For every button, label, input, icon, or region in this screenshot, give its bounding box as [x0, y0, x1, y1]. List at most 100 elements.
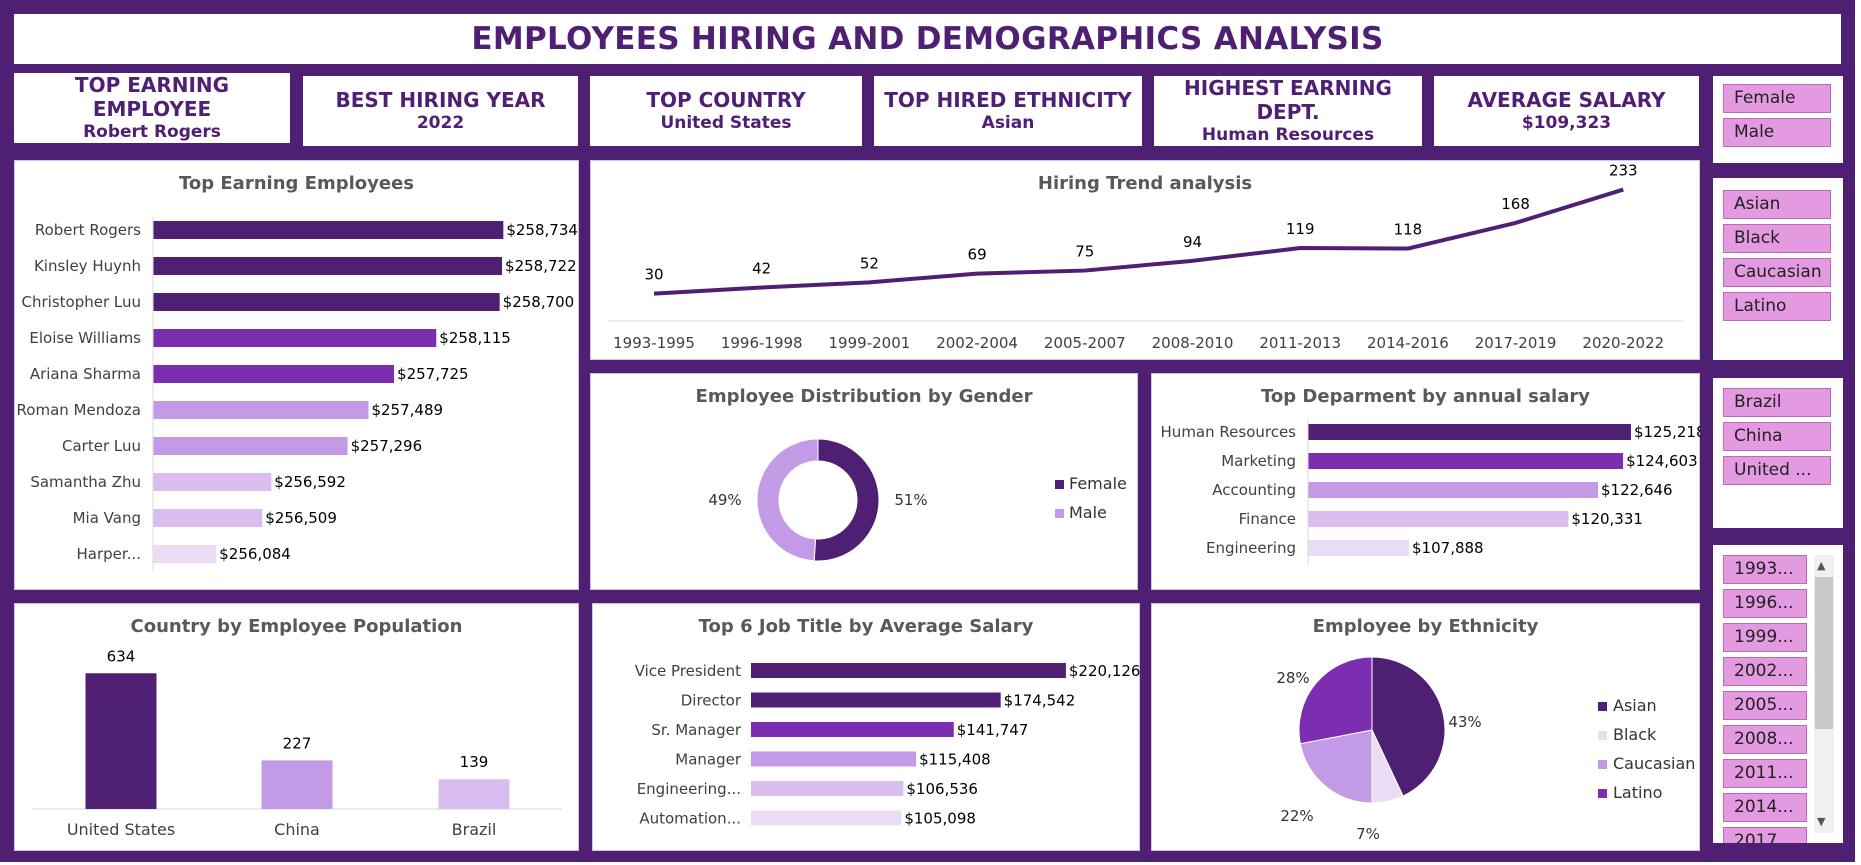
tick-label: 2011-2013 — [1259, 334, 1341, 352]
legend-swatch — [1598, 760, 1607, 769]
data-label: $258,734 — [506, 221, 578, 239]
chart-title: Top 6 Job Title by Average Salary — [698, 616, 1034, 637]
category-label: Engineering — [1206, 539, 1296, 557]
kpi-top-hired-ethnicity: TOP HIRED ETHNICITY Asian — [874, 76, 1142, 146]
slicer-item-year[interactable]: 2005... — [1723, 691, 1807, 720]
slicer-item-brazil[interactable]: Brazil — [1723, 388, 1831, 417]
slicer-item-female[interactable]: Female — [1723, 84, 1831, 113]
slicer-item-latino[interactable]: Latino — [1723, 292, 1831, 321]
slicer-item-black[interactable]: Black — [1723, 224, 1831, 253]
kpi-label: HIGHEST EARNING DEPT. — [1184, 76, 1392, 124]
data-label: 139 — [460, 753, 489, 771]
slicer-item-year[interactable]: 2002... — [1723, 657, 1807, 686]
slicer-item-male[interactable]: Male — [1723, 118, 1831, 147]
slicer-scrollbar[interactable]: ▲ ▼ — [1814, 555, 1834, 833]
tick-label: 1996-1998 — [721, 334, 803, 352]
category-label: Eloise Williams — [29, 329, 141, 347]
data-label: $257,489 — [371, 401, 443, 419]
slicer-item-year[interactable]: 2017... — [1723, 827, 1807, 843]
scroll-down-icon[interactable]: ▼ — [1817, 815, 1826, 828]
data-label: $258,115 — [439, 329, 511, 347]
kpi-label: TOP HIRED ETHNICITY — [884, 88, 1132, 112]
data-label: 227 — [283, 734, 312, 752]
data-label: 233 — [1609, 162, 1638, 180]
kpi-label: BEST HIRING YEAR — [335, 88, 546, 112]
slicer-item-caucasian[interactable]: Caucasian — [1723, 258, 1831, 287]
kpi-label: AVERAGE SALARY — [1467, 88, 1666, 112]
data-label: 7% — [1356, 825, 1380, 843]
bar — [438, 779, 510, 809]
dept-salary-chart: Human Resources $125,218 Marketing $124,603… — [1161, 420, 1701, 565]
slicer-item-asian[interactable]: Asian — [1723, 190, 1831, 219]
data-label: $257,725 — [397, 365, 469, 383]
kpi-value: Human Resources — [1201, 125, 1375, 145]
category-label: Sr. Manager — [651, 721, 741, 739]
kpi-highest-earning-dept: HIGHEST EARNING DEPT. Human Resources — [1154, 76, 1422, 146]
slicer-item-year[interactable]: 2014... — [1723, 793, 1807, 822]
tick-label: 2008-2010 — [1152, 334, 1234, 352]
slicer-item-year[interactable]: 1996... — [1723, 589, 1807, 618]
category-label: Ariana Sharma — [30, 365, 141, 383]
slicer-item-united-states[interactable]: United ... — [1723, 456, 1831, 485]
data-label: $257,296 — [351, 437, 423, 455]
slicer-hire-years: 1993... 1996... 1999... 2002... 2005... … — [1713, 545, 1843, 843]
bar — [1308, 540, 1410, 556]
slicer-item-year[interactable]: 2011... — [1723, 759, 1807, 788]
donut-slice — [813, 438, 880, 562]
scrollbar-thumb[interactable] — [1815, 577, 1833, 729]
kpi-value: 2022 — [416, 113, 465, 133]
slicer-item-year[interactable]: 2008... — [1723, 725, 1807, 754]
legend-swatch — [1598, 789, 1607, 798]
data-label: $125,218 — [1634, 423, 1701, 441]
hiring-trend-chart: 30 1993-1995 42 1996-1998 52 1999-2001 69 2002-… — [608, 162, 1683, 352]
dashboard-title-bar: EMPLOYEES HIRING AND DEMOGRAPHICS ANALYS… — [14, 14, 1841, 64]
chart-title: Country by Employee Population — [130, 616, 463, 637]
legend-swatch — [1598, 731, 1607, 740]
data-label: $256,084 — [219, 545, 291, 563]
category-label: Finance — [1239, 510, 1296, 528]
bar — [1308, 482, 1599, 498]
data-label: 69 — [968, 246, 987, 264]
bar — [261, 760, 333, 809]
data-label: $124,603 — [1626, 452, 1698, 470]
bar — [751, 722, 954, 737]
ethnicity-pie-chart: 43% 7% 22% 28% Asian Black Caucasian Latino — [1276, 656, 1695, 843]
ethnicity-card: Employee by Ethnicity 43% 7% 22% 28% Asian Bl… — [1151, 603, 1700, 851]
chart-title: Employee Distribution by Gender — [695, 386, 1033, 407]
slicer-item-year[interactable]: 1999... — [1723, 623, 1807, 652]
data-label: $115,408 — [919, 751, 991, 769]
category-label: Director — [681, 692, 742, 710]
kpi-value: $109,323 — [1521, 113, 1612, 133]
scroll-up-icon[interactable]: ▲ — [1817, 559, 1826, 572]
top-earners-chart: Robert Rogers $258,734 Kinsley Huynh $258,7… — [17, 217, 578, 571]
legend-label: Female — [1069, 474, 1127, 493]
kpi-best-hiring-year: BEST HIRING YEAR 2022 — [303, 76, 578, 146]
category-label: Marketing — [1221, 452, 1296, 470]
kpi-label: TOP COUNTRY — [646, 88, 806, 112]
slicer-item-china[interactable]: China — [1723, 422, 1831, 451]
gender-donut-chart: 51% 49% Female Male — [708, 438, 1127, 562]
bar — [1308, 453, 1624, 469]
data-label: $106,536 — [906, 780, 978, 798]
data-label: $122,646 — [1601, 481, 1673, 499]
pie-slice — [1298, 656, 1373, 745]
tick-label: 2005-2007 — [1044, 334, 1126, 352]
slicer-item-year[interactable]: 1993... — [1723, 555, 1807, 584]
category-label: Accounting — [1212, 481, 1296, 499]
kpi-value: Robert Rogers — [83, 122, 221, 142]
data-label: $141,747 — [957, 721, 1029, 739]
bar — [751, 692, 1001, 708]
donut-slice — [756, 438, 819, 562]
bar — [153, 509, 263, 527]
country-card: Country by Employee Population 634 United… — [14, 603, 579, 851]
tick-label: Brazil — [452, 820, 497, 839]
category-label: Manager — [675, 751, 742, 769]
tick-label: 1993-1995 — [613, 334, 695, 352]
legend-swatch — [1055, 509, 1064, 518]
category-label: Robert Rogers — [35, 221, 141, 239]
data-label: 42 — [752, 259, 771, 277]
category-label: Vice President — [635, 662, 741, 680]
bar — [153, 221, 504, 239]
category-label: Christopher Luu — [22, 293, 142, 311]
bar — [153, 257, 503, 275]
